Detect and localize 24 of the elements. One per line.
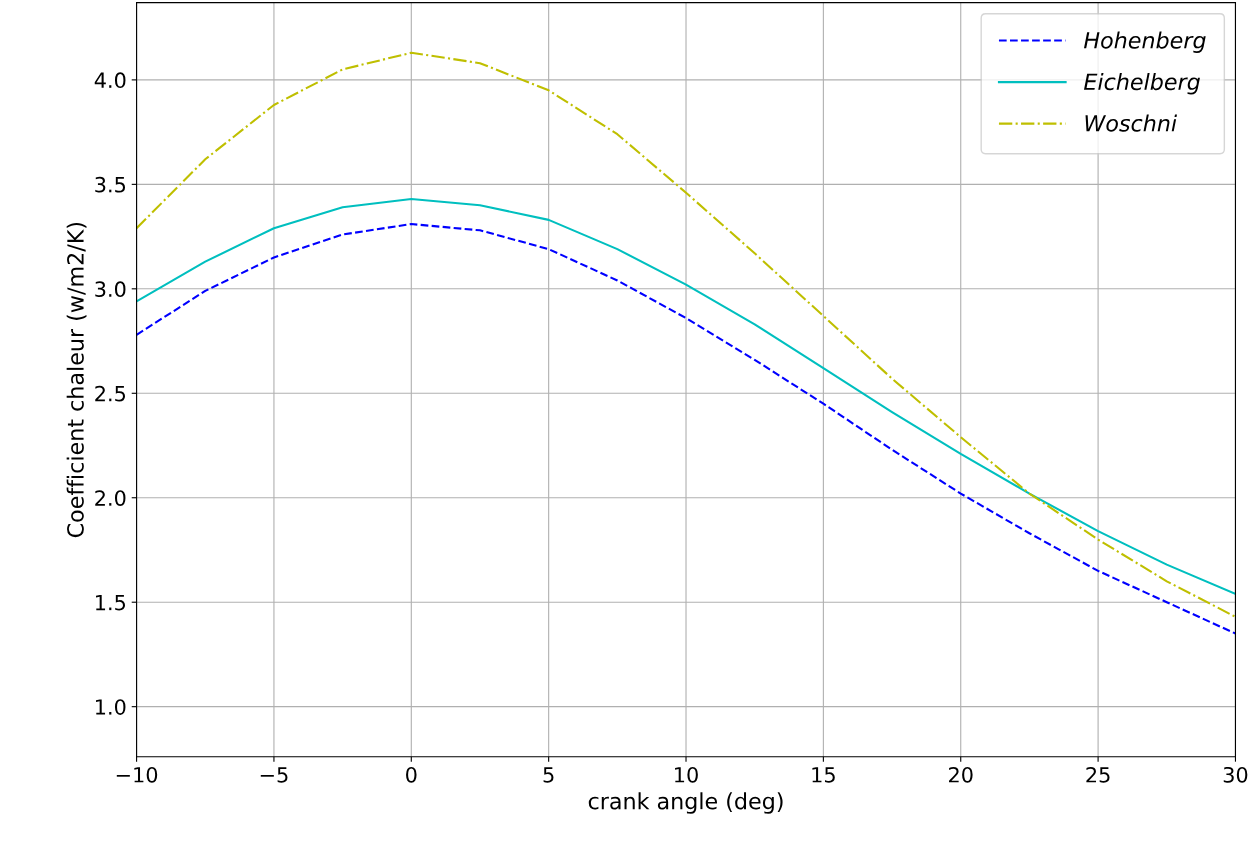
line-series: [136, 197, 1236, 595]
y-tick-label: 4.0: [94, 72, 126, 89]
x-tick-label: 10: [675, 766, 698, 783]
x-axis-title: crank angle (deg): [588, 792, 783, 814]
y-tick-label: 3.0: [95, 281, 126, 298]
x-tick-label: 15: [812, 767, 835, 783]
x-tick-label: 25: [1086, 766, 1110, 783]
y-tick-label: 1.0: [96, 699, 126, 715]
legend-label: Eichelberg: [1083, 72, 1200, 95]
line-series: [136, 223, 1236, 635]
legend-label: Woschni: [1085, 114, 1177, 132]
x-tick-label: 5: [543, 767, 554, 783]
line-series: [136, 51, 1236, 618]
legend-label: Hohenberg: [1083, 31, 1206, 53]
y-axis-title: Coefficient chaleur (w/m2/K): [66, 222, 87, 538]
x-tick-label: 30: [1223, 766, 1248, 783]
y-tick-label: 2.0: [95, 490, 126, 506]
y-tick-label: 2.5: [95, 385, 126, 402]
x-tick-label: 0: [406, 766, 417, 783]
x-tick-label: −5: [260, 767, 288, 783]
y-tick-label: 1.5: [96, 594, 126, 611]
x-tick-label: 20: [949, 766, 973, 783]
y-tick-label: 3.5: [95, 176, 126, 193]
x-tick-label: −10: [116, 766, 158, 783]
